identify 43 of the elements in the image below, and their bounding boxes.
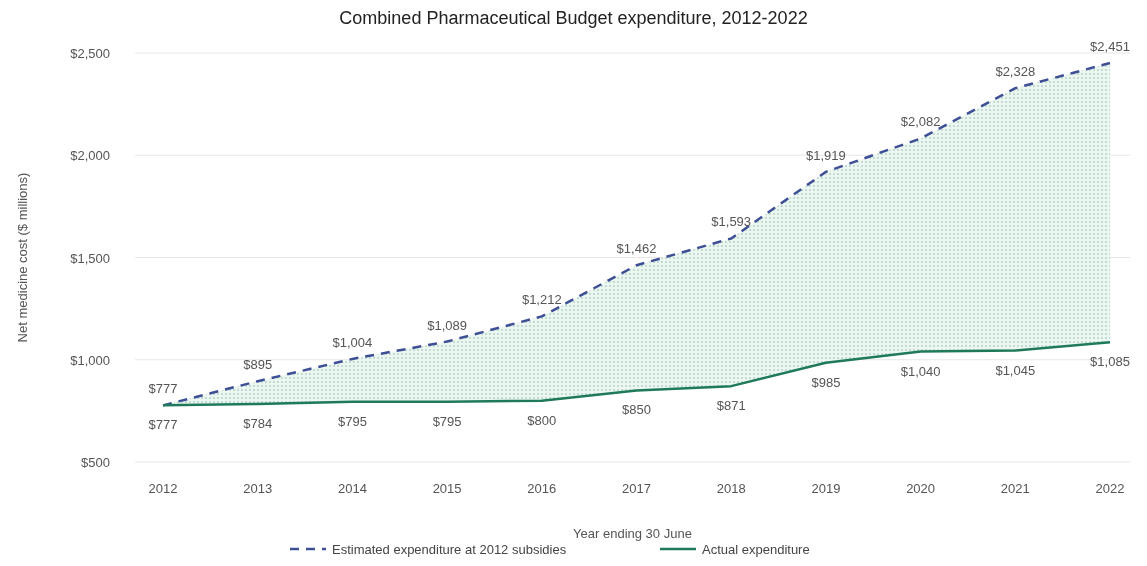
x-tick-label: 2013 <box>243 481 273 496</box>
data-label: $800 <box>527 412 557 428</box>
y-tick-label: $2,500 <box>70 46 110 61</box>
x-tick-label: 2012 <box>148 481 178 496</box>
data-label: $985 <box>811 374 841 390</box>
data-label: $2,451 <box>1090 39 1130 55</box>
x-tick-label: 2018 <box>716 481 746 496</box>
legend-label: Estimated expenditure at 2012 subsidies <box>332 542 567 557</box>
data-label: $1,085 <box>1090 354 1130 370</box>
x-axis-title: Year ending 30 June <box>573 526 692 541</box>
data-label: $2,082 <box>900 114 941 130</box>
data-label: $777 <box>148 381 178 397</box>
data-label: $795 <box>432 413 462 429</box>
data-label: $1,089 <box>427 317 467 333</box>
data-label: $777 <box>148 417 178 433</box>
data-label: $1,919 <box>806 147 846 163</box>
data-label: $850 <box>622 402 651 418</box>
x-tick-label: 2017 <box>622 481 651 496</box>
y-tick-label: $1,500 <box>70 250 110 266</box>
y-tick-label: $2,000 <box>70 148 110 164</box>
data-label: $784 <box>243 415 273 431</box>
data-label: $895 <box>243 357 273 373</box>
x-tick-label: 2022 <box>1095 481 1125 496</box>
data-label: $795 <box>337 413 367 429</box>
y-axis-title: Net medicine cost ($ millions) <box>15 172 30 343</box>
chart-title: Combined Pharmaceutical Budget expenditure, 2012-2022 <box>339 8 808 28</box>
data-label: $1,212 <box>521 292 562 308</box>
legend-label: Actual expenditure <box>702 542 810 557</box>
x-tick-label: 2016 <box>527 481 557 496</box>
y-tick-label: $500 <box>81 455 110 470</box>
x-tick-label: 2019 <box>811 481 841 496</box>
data-label: $1,462 <box>616 241 657 257</box>
y-tick-label: $1,000 <box>70 352 110 368</box>
x-tick-label: 2015 <box>432 481 462 496</box>
data-label: $1,045 <box>995 362 1036 378</box>
data-label: $1,593 <box>711 214 752 230</box>
data-label: $1,004 <box>332 334 373 350</box>
data-label: $871 <box>716 398 746 414</box>
x-tick-label: 2020 <box>906 481 936 496</box>
data-label: $1,040 <box>900 363 941 379</box>
x-tick-label: 2021 <box>1000 481 1030 496</box>
x-tick-label: 2014 <box>337 481 367 496</box>
data-label: $2,328 <box>995 64 1036 80</box>
